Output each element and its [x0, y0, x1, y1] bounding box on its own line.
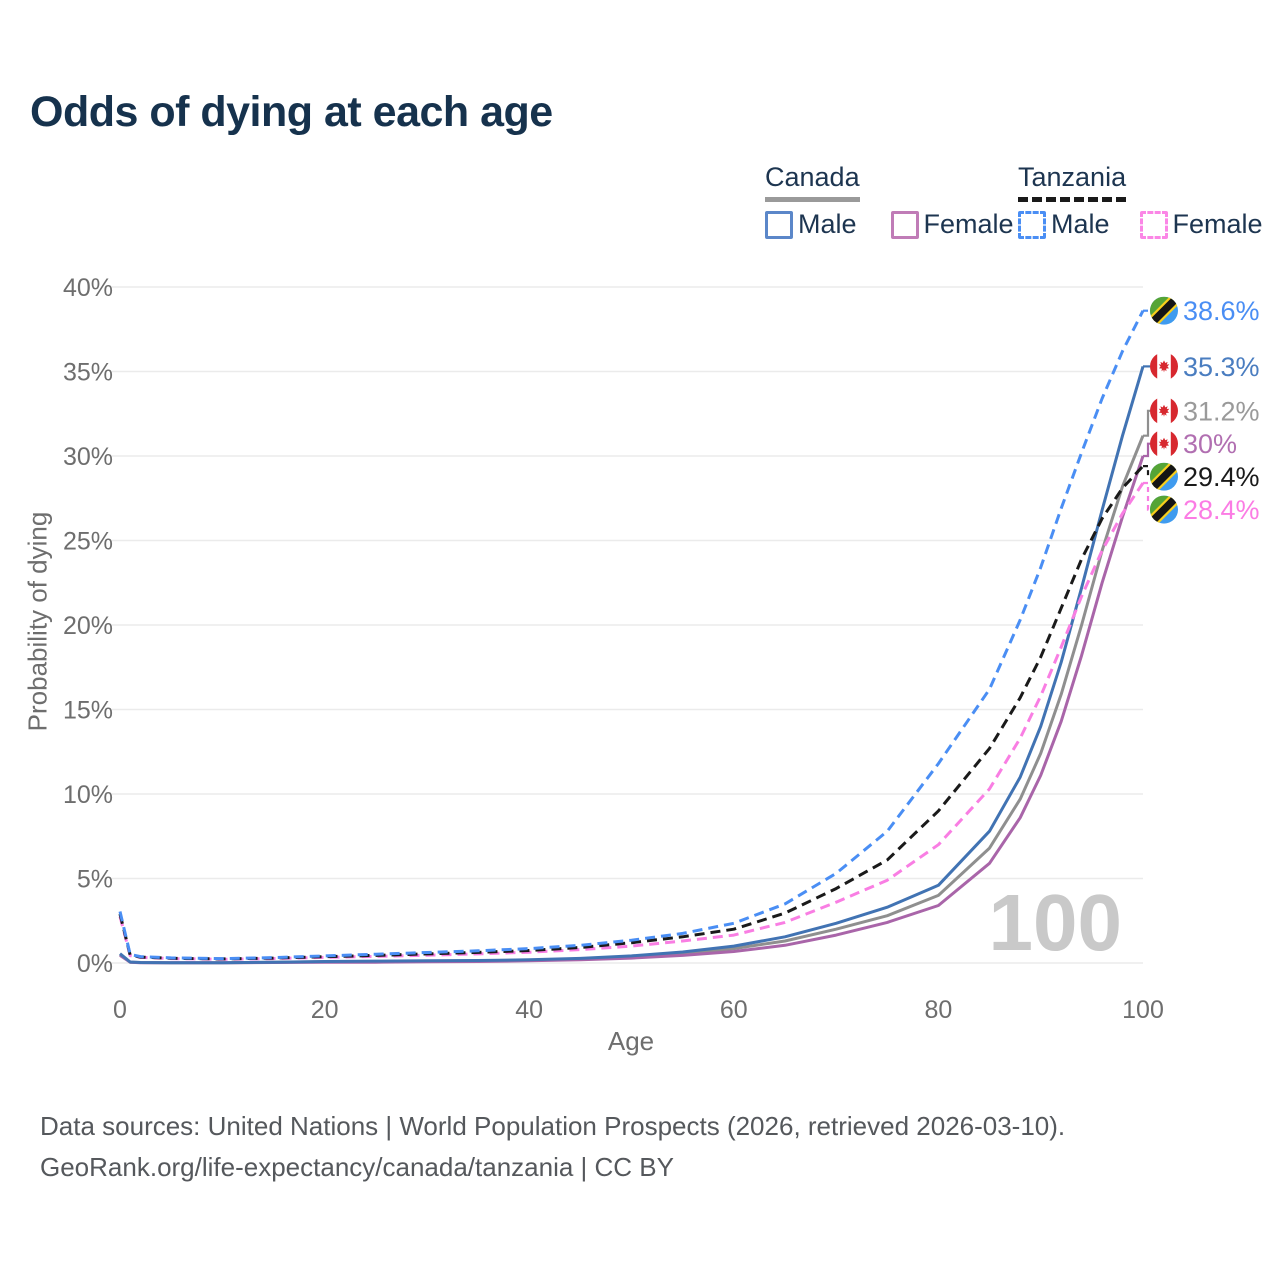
legend-label-tanzania-male[interactable]: Male — [1051, 209, 1110, 239]
series-line-canada-male[interactable] — [119, 365, 1145, 965]
x-tick-20: 20 — [311, 996, 339, 1024]
label-connector-tanzania-female — [1143, 481, 1152, 511]
y-tick-25: 25% — [63, 528, 113, 556]
end-label-canada-female: 30% — [1183, 429, 1237, 459]
legend-group-canada: Canada Male Female — [765, 162, 1014, 240]
y-tick-10: 10% — [63, 781, 113, 809]
legend-swatch-tanzania-female[interactable] — [1139, 210, 1168, 239]
y-tick-15: 15% — [63, 697, 113, 725]
end-label-tanzania-male: 38.6% — [1183, 296, 1260, 326]
x-tick-60: 60 — [720, 996, 748, 1024]
legend-swatch-tanzania-male[interactable] — [1018, 210, 1046, 239]
end-label-canada-male: 35.3% — [1183, 352, 1260, 382]
label-connector-tanzania — [1143, 465, 1152, 478]
y-tick-20: 20% — [63, 612, 113, 640]
y-tick-30: 30% — [63, 443, 113, 471]
canada-flag-icon — [1150, 397, 1178, 425]
legend-label-canada-female[interactable]: Female — [923, 209, 1014, 239]
legend-swatch-canada-male[interactable] — [765, 210, 793, 239]
end-label-tanzania: 29.4% — [1183, 462, 1260, 492]
footer-attribution: GeoRank.org/life-expectancy/canada/tanza… — [40, 1152, 674, 1182]
page-title: Odds of dying at each age — [30, 88, 553, 136]
canada-flag-icon — [1150, 430, 1178, 458]
legend-label-tanzania-female[interactable]: Female — [1172, 209, 1263, 239]
legend-swatch-canada-female[interactable] — [890, 210, 919, 239]
y-tick-0: 0% — [77, 950, 113, 978]
series-line-tanzania-male[interactable] — [118, 310, 1145, 961]
y-tick-35: 35% — [63, 359, 113, 387]
age-indicator: 100 — [989, 878, 1122, 967]
footer: Data sources: United Nations | World Pop… — [40, 1106, 1065, 1188]
y-axis-title: Probability of dying — [22, 511, 53, 732]
end-label-tanzania-female: 28.4% — [1183, 495, 1260, 525]
y-tick-5: 5% — [77, 866, 113, 894]
tanzania-flag-icon — [1149, 462, 1179, 492]
legend-country-tanzania: Tanzania — [1018, 162, 1127, 202]
legend-country-canada: Canada — [765, 162, 860, 202]
tanzania-flag-icon — [1149, 495, 1179, 525]
x-tick-100: 100 — [1122, 996, 1164, 1024]
end-label-canada: 31.2% — [1183, 396, 1260, 426]
tanzania-flag-icon — [1149, 296, 1179, 326]
footer-data-sources: Data sources: United Nations | World Pop… — [40, 1111, 1066, 1141]
x-tick-0: 0 — [113, 996, 127, 1024]
legend-label-canada-male[interactable]: Male — [798, 209, 857, 239]
x-tick-40: 40 — [515, 996, 543, 1024]
legend-group-tanzania: Tanzania Male Female — [1018, 162, 1263, 240]
y-tick-40: 40% — [63, 274, 113, 302]
x-tick-80: 80 — [924, 996, 952, 1024]
x-axis-title: Age — [607, 1026, 655, 1056]
canada-flag-icon — [1150, 352, 1178, 380]
